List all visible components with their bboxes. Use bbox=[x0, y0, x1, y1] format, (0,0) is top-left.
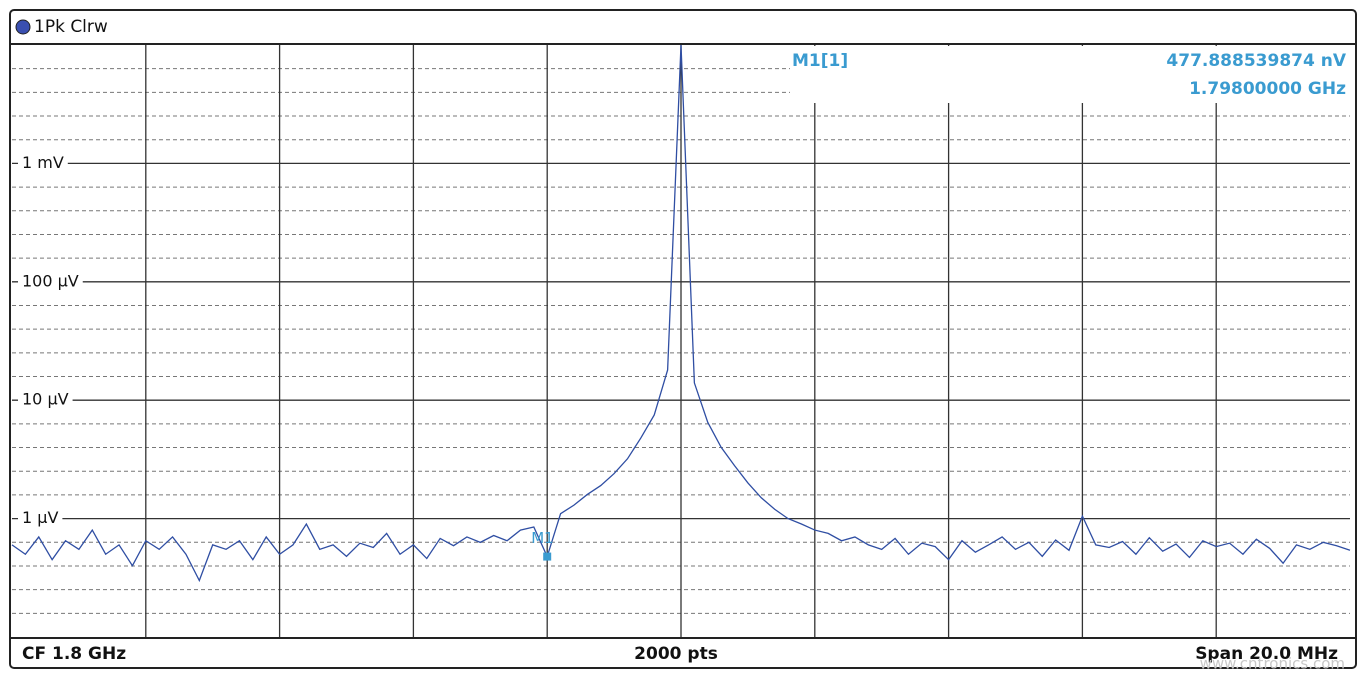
frame bbox=[9, 9, 1357, 669]
trace-dot bbox=[15, 19, 31, 35]
marker-readout-name: M1[1] bbox=[792, 51, 848, 71]
y-tick-label: 1 mV bbox=[22, 153, 64, 172]
tick-label-background bbox=[18, 390, 73, 411]
center-frequency: CF 1.8 GHz bbox=[22, 644, 126, 664]
marker-point bbox=[543, 552, 552, 561]
tick-label-background bbox=[18, 508, 63, 529]
tick-label-background bbox=[18, 271, 83, 292]
marker-label: M1 bbox=[531, 529, 554, 547]
plot-area: 1 mV 100 µV 10 µV 1 µV M1 M1[1] 477.888539874 … bbox=[11, 44, 1351, 637]
marker-readout-value: 477.888539874 nV bbox=[1166, 51, 1346, 71]
trace bbox=[11, 44, 1351, 583]
span: Span 20.0 MHz bbox=[1195, 644, 1338, 664]
readout-background bbox=[790, 46, 1350, 103]
y-tick-label: 1 µV bbox=[22, 508, 58, 527]
trace-label: 1Pk Clrw bbox=[34, 17, 108, 37]
marker-readout-frequency: 1.79800000 GHz bbox=[1189, 79, 1346, 99]
points: 2000 pts bbox=[634, 644, 718, 664]
y-tick-label: 10 µV bbox=[22, 390, 69, 409]
y-tick-label: 100 µV bbox=[22, 271, 79, 290]
watermark: www.cntronics.com bbox=[1200, 655, 1345, 673]
tick-label-background bbox=[18, 153, 68, 174]
